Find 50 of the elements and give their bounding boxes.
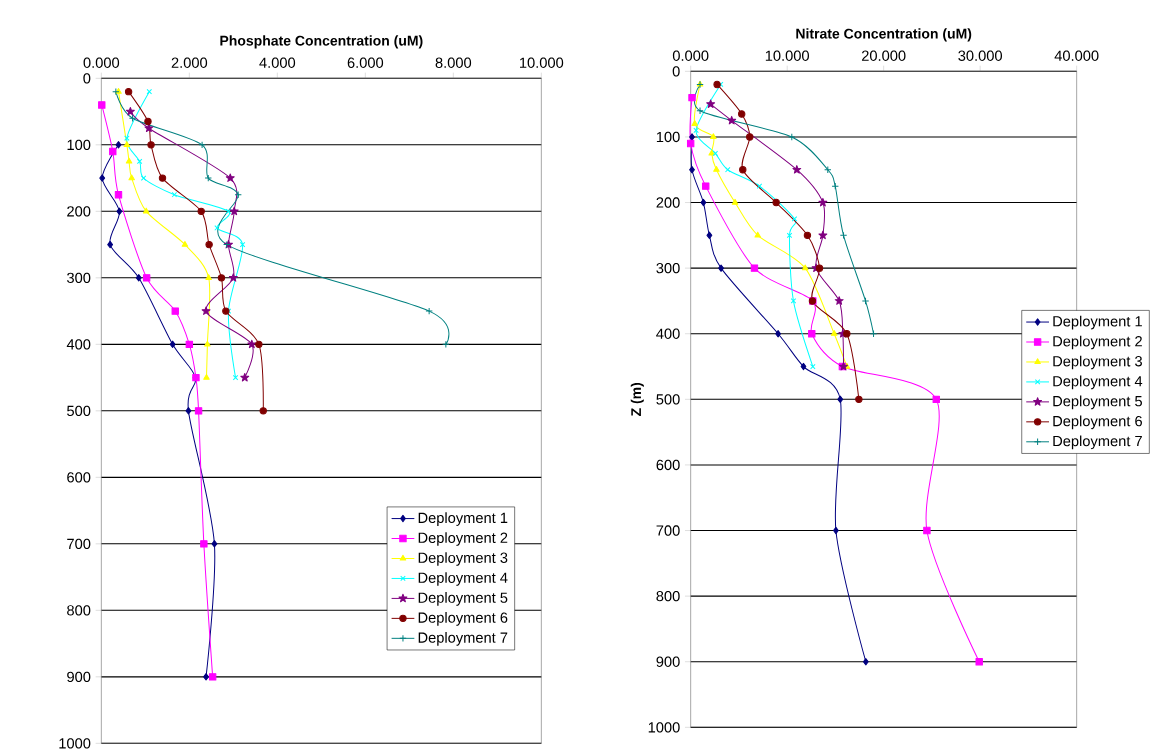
y-tick-label: 900 (67, 671, 91, 683)
x-tick-label: 10.000 (765, 50, 810, 61)
legend-label: Deployment 3 (418, 552, 508, 566)
y-tick-label: 600 (656, 459, 680, 471)
y-tick-label: 700 (656, 525, 680, 536)
x-tick-label: 2.000 (171, 57, 208, 68)
legend-label: Deployment 2 (1053, 335, 1142, 350)
x-tick-label: 30.000 (958, 50, 1003, 61)
x-axis-title: Phosphate Concentration (uM) (220, 35, 423, 49)
x-tick-label: 8.000 (435, 57, 472, 68)
legend-label: Deployment 5 (1053, 395, 1142, 410)
y-tick-label: 0 (83, 73, 91, 84)
y-tick-label: 100 (67, 139, 91, 151)
legend-label: Deployment 6 (1053, 415, 1142, 430)
y-tick-label: 400 (66, 339, 91, 350)
y-tick-label: 700 (67, 538, 91, 550)
legend-label: Deployment 7 (1053, 435, 1142, 450)
x-tick-label: 20.000 (861, 50, 906, 61)
legend-label: Deployment 1 (418, 512, 508, 526)
y-tick-label: 500 (67, 405, 91, 417)
x-tick-label: 0.000 (672, 50, 709, 61)
y-axis-title: Z (m) (630, 382, 644, 417)
x-axis-title: Nitrate Concentration (uM) (796, 28, 972, 42)
legend-label: Deployment 4 (418, 572, 508, 586)
y-tick-label: 0 (672, 66, 680, 77)
legend-label: Deployment 6 (418, 612, 508, 626)
y-tick-label: 300 (67, 272, 91, 284)
legend-label: Deployment 1 (1053, 315, 1142, 330)
y-tick-label: 100 (656, 131, 680, 143)
y-tick-label: 900 (656, 656, 680, 667)
y-tick-label: 600 (67, 472, 91, 483)
y-tick-label: 400 (656, 328, 680, 339)
y-tick-label: 1000 (648, 722, 680, 733)
y-tick-label: 500 (656, 394, 680, 405)
y-tick-label: 800 (67, 605, 91, 616)
x-tick-label: 4.000 (259, 57, 296, 68)
y-tick-label: 1000 (59, 738, 91, 749)
legend-label: Deployment 3 (1053, 355, 1142, 370)
y-tick-label: 800 (656, 590, 680, 602)
legend-label: Deployment 5 (418, 592, 508, 606)
x-tick-label: 0.000 (83, 57, 120, 68)
y-tick-label: 200 (67, 206, 91, 217)
legend-label: Deployment 4 (1053, 375, 1143, 390)
x-tick-label: 40.000 (1054, 50, 1099, 61)
x-tick-label: 10.000 (520, 57, 564, 68)
y-tick-label: 200 (656, 197, 680, 208)
legend-label: Deployment 2 (418, 532, 508, 546)
legend-label: Deployment 7 (418, 632, 508, 646)
y-tick-label: 300 (656, 262, 680, 274)
x-tick-label: 6.000 (347, 57, 384, 68)
